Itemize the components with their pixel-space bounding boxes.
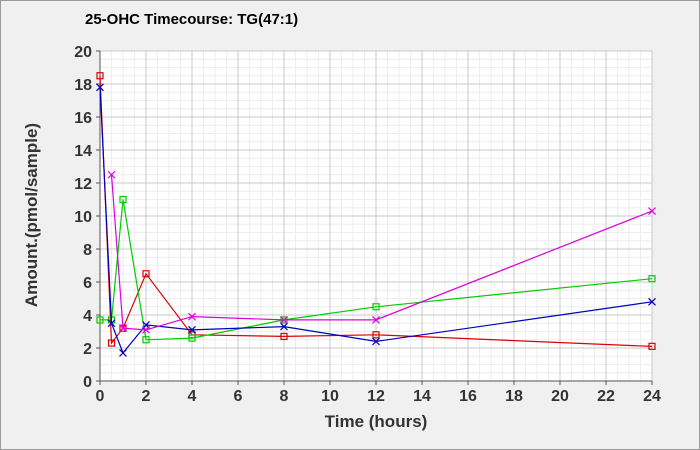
y-tick-label: 20 (74, 44, 92, 61)
data-point (96, 316, 104, 324)
data-point (96, 72, 104, 80)
y-tick-label: 18 (74, 77, 92, 94)
y-tick-label: 0 (83, 374, 92, 391)
x-tick-label: 4 (188, 388, 197, 405)
data-point (119, 195, 127, 204)
y-tick-label: 14 (74, 143, 92, 160)
data-point (372, 337, 380, 346)
data-point (280, 322, 288, 331)
x-tick-label: 12 (367, 388, 385, 405)
x-tick-label: 6 (234, 388, 243, 405)
data-point (280, 332, 288, 341)
y-tick-label: 10 (74, 209, 92, 226)
data-point (119, 324, 127, 333)
y-tick-label: 12 (74, 176, 92, 193)
y-axis-label: Amount.(pmol/sample) (22, 123, 41, 307)
data-point (119, 349, 127, 357)
data-point (648, 297, 656, 306)
series-4 (107, 170, 656, 334)
data-point (188, 334, 196, 342)
x-tick-label: 2 (142, 388, 151, 405)
data-point (142, 325, 150, 334)
data-point (648, 207, 656, 215)
data-point (107, 170, 116, 179)
x-tick-label: 8 (280, 388, 289, 405)
y-tick-label: 8 (83, 242, 92, 259)
data-point (372, 316, 380, 324)
y-tick-label: 2 (83, 341, 92, 358)
data-point (372, 331, 380, 339)
data-point (280, 316, 288, 324)
data-point (107, 339, 116, 347)
data-point (188, 325, 196, 334)
x-tick-label: 18 (505, 388, 523, 405)
x-axis-label: Time (hours) (325, 412, 428, 431)
x-tick-label: 0 (96, 388, 105, 405)
x-tick-label: 22 (597, 388, 615, 405)
y-tick-label: 16 (74, 110, 92, 127)
data-point (142, 270, 150, 278)
data-point (648, 275, 656, 283)
data-point (142, 336, 150, 344)
y-tick-label: 6 (83, 275, 92, 292)
series-line (99, 87, 653, 355)
series-line (100, 199, 653, 341)
data-point (188, 312, 196, 321)
data-point (107, 319, 116, 328)
chart-title: 25-OHC Timecourse: TG(47:1) (85, 11, 299, 28)
x-tick-label: 24 (643, 388, 661, 405)
series-3 (96, 83, 656, 357)
data-point (372, 303, 380, 311)
series-layer (96, 72, 656, 357)
x-tick-label: 16 (459, 388, 477, 405)
x-tick-label: 20 (551, 388, 569, 405)
x-tick-label: 14 (413, 388, 431, 405)
data-point (96, 83, 104, 92)
x-tick-label: 10 (321, 388, 339, 405)
data-point (648, 342, 656, 350)
y-tick-label: 4 (83, 308, 92, 325)
